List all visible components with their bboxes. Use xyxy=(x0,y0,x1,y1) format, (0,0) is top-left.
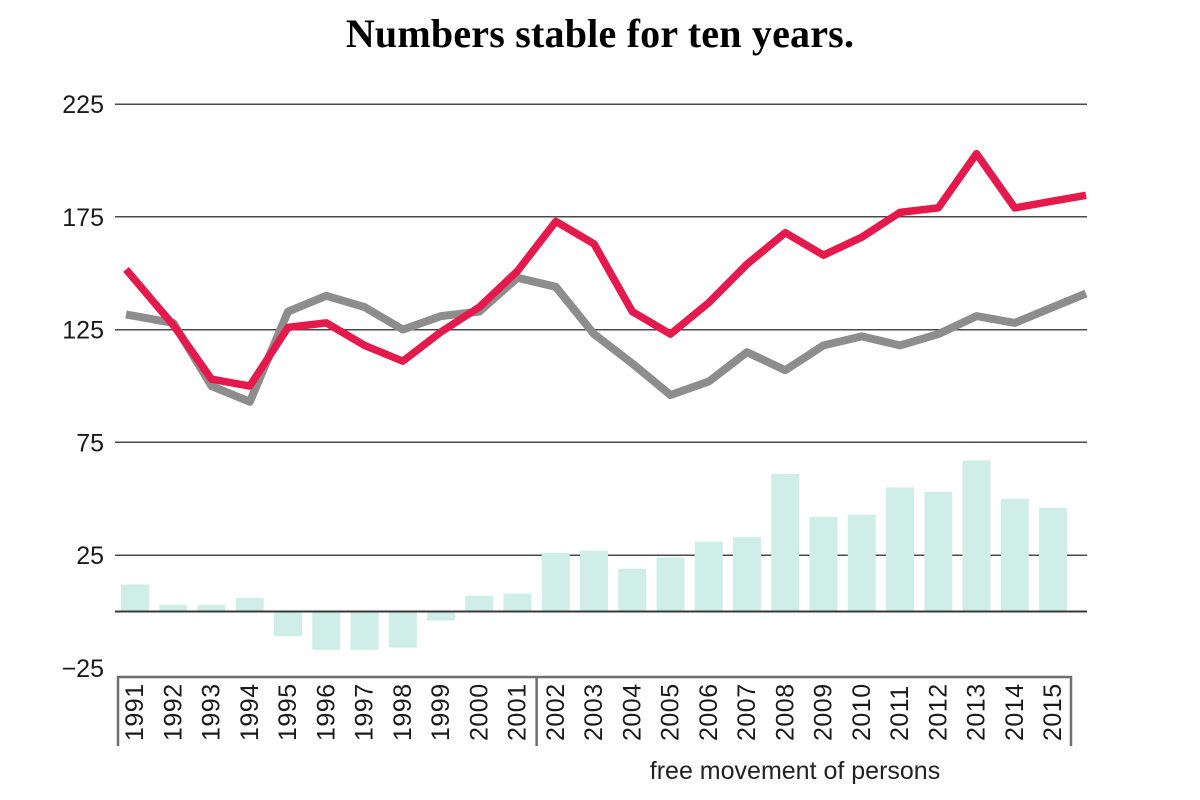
year-label-1996: 1996 xyxy=(312,683,340,741)
bar-2008 xyxy=(771,473,800,612)
year-label-1995: 1995 xyxy=(274,683,302,741)
year-label-2004: 2004 xyxy=(618,683,646,741)
bar-1993 xyxy=(197,604,226,612)
bar-2004 xyxy=(618,568,647,612)
year-label-2002: 2002 xyxy=(542,683,570,741)
bar-2014 xyxy=(1000,498,1029,612)
bar-1991 xyxy=(121,584,149,612)
bar-1999 xyxy=(427,611,455,621)
year-label-2007: 2007 xyxy=(733,683,761,741)
year-label-1991: 1991 xyxy=(121,683,149,741)
year-label-2000: 2000 xyxy=(465,683,493,741)
y-tick-label: 125 xyxy=(62,317,104,345)
year-label-2014: 2014 xyxy=(1001,683,1029,741)
bar-2012 xyxy=(924,491,953,612)
bar-2009 xyxy=(809,516,838,612)
year-label-2008: 2008 xyxy=(771,683,799,741)
year-label-2009: 2009 xyxy=(810,683,838,741)
year-label-2006: 2006 xyxy=(695,683,723,741)
y-tick-label: 225 xyxy=(62,91,104,119)
bar-2011 xyxy=(886,487,914,612)
bar-2015 xyxy=(1039,507,1067,612)
bar-2001 xyxy=(503,593,532,612)
bar-1994 xyxy=(235,597,264,612)
bar-2013 xyxy=(962,460,991,612)
bar-1998 xyxy=(388,611,417,648)
year-label-2015: 2015 xyxy=(1039,683,1067,741)
bar-2007 xyxy=(733,537,761,612)
y-tick-label: 75 xyxy=(76,429,104,457)
year-label-2003: 2003 xyxy=(580,683,608,741)
x-axis-bracket-label: free movement of persons xyxy=(649,757,941,785)
y-tick-label: 25 xyxy=(76,542,104,570)
bar-series xyxy=(121,460,1067,650)
red-line-series xyxy=(123,149,1087,390)
year-label-2011: 2011 xyxy=(886,685,914,741)
year-label-2005: 2005 xyxy=(657,683,685,741)
bar-2000 xyxy=(465,595,494,612)
year-label-1999: 1999 xyxy=(427,683,455,741)
bar-2010 xyxy=(847,514,876,612)
year-label-1992: 1992 xyxy=(159,683,187,741)
bar-2006 xyxy=(694,541,723,612)
year-label-2001: 2001 xyxy=(504,683,532,741)
year-label-2010: 2010 xyxy=(848,683,876,741)
bar-2005 xyxy=(656,557,685,612)
year-label-2012: 2012 xyxy=(924,683,952,741)
bar-1996 xyxy=(312,611,341,650)
year-label-1994: 1994 xyxy=(236,683,264,741)
bar-1997 xyxy=(350,611,379,650)
year-label-2013: 2013 xyxy=(963,683,991,741)
bar-2002 xyxy=(541,552,570,612)
bar-2003 xyxy=(580,550,608,612)
gray-line-series xyxy=(125,273,1088,406)
y-tick-label: −25 xyxy=(62,655,104,683)
bar-1995 xyxy=(274,611,302,637)
y-tick-label: 175 xyxy=(62,204,104,232)
x-axis-bracket xyxy=(116,675,1073,746)
year-labels: 1991 1992 1993 1994 1995 1996 1997 1998 1999 2000… xyxy=(121,683,1067,741)
bar-1992 xyxy=(159,604,188,612)
chart-title: Numbers stable for ten years. xyxy=(345,11,855,56)
year-label-1998: 1998 xyxy=(389,683,417,741)
year-label-1997: 1997 xyxy=(351,683,379,741)
year-label-1993: 1993 xyxy=(198,683,226,741)
